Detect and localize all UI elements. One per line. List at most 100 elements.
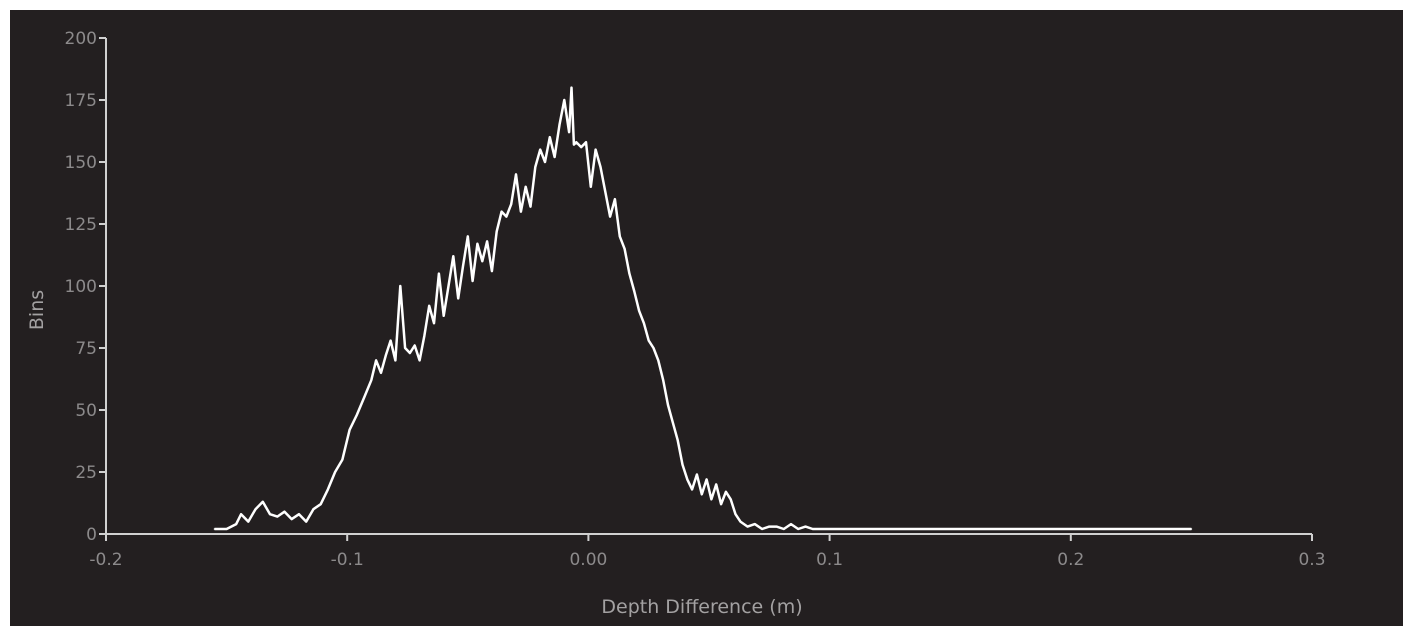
data-point: [399, 285, 402, 287]
y-tick-label: 100: [65, 277, 97, 297]
data-point: [529, 205, 532, 208]
data-point: [775, 525, 778, 528]
data-point: [404, 347, 406, 349]
data-point: [558, 124, 561, 126]
data-point: [539, 148, 541, 151]
data-point: [213, 528, 216, 530]
data-point: [739, 520, 742, 523]
plot-area: [213, 86, 1193, 531]
data-point: [877, 528, 879, 530]
data-point: [341, 458, 344, 461]
data-point: [298, 513, 300, 515]
data-point: [428, 305, 431, 307]
data-point: [385, 354, 387, 357]
x-axis: -0.2 -0.1 0.00 0.1 0.2 0.3: [89, 533, 1326, 570]
data-point: [691, 488, 693, 491]
data-point: [452, 255, 455, 257]
data-point: [276, 515, 279, 518]
data-point: [462, 265, 464, 268]
data-point: [240, 513, 242, 515]
data-point: [790, 523, 792, 525]
data-point: [604, 191, 607, 193]
data-point: [510, 203, 512, 205]
data-point: [457, 297, 460, 300]
data-point: [783, 528, 785, 530]
data-point: [225, 528, 228, 530]
data-point: [363, 396, 365, 399]
data-point: [652, 347, 655, 349]
data-point: [389, 339, 392, 342]
data-point: [327, 488, 329, 491]
data-point: [804, 525, 807, 528]
data-point: [544, 161, 546, 163]
data-point: [676, 439, 679, 441]
data-point: [515, 173, 517, 176]
data-point: [1021, 528, 1024, 530]
data-point: [725, 491, 727, 493]
data-point: [1070, 528, 1072, 530]
data-point: [262, 501, 264, 503]
data-point: [549, 136, 551, 138]
data-point: [609, 215, 611, 218]
data-point: [505, 215, 508, 218]
y-tick-label: 25: [75, 463, 97, 483]
y-axis-title: Bins: [26, 290, 48, 330]
x-tick-label: 0.00: [569, 550, 607, 570]
data-point: [334, 471, 336, 473]
data-point: [710, 498, 713, 501]
x-tick-label: -0.2: [89, 550, 122, 570]
data-point: [573, 143, 575, 146]
data-point: [290, 518, 293, 520]
data-point: [701, 493, 703, 496]
data-point: [768, 525, 771, 528]
data-point: [433, 322, 435, 325]
x-axis-title: Depth Difference (m): [601, 596, 802, 618]
data-point: [734, 513, 737, 515]
data-point: [811, 528, 814, 530]
data-point: [686, 478, 689, 481]
data-point: [438, 272, 440, 275]
data-point: [418, 359, 421, 362]
data-point: [1118, 528, 1120, 530]
data-point: [495, 230, 498, 233]
data-point: [819, 528, 821, 530]
data-point: [409, 352, 411, 354]
data-point: [619, 235, 621, 238]
data-point: [580, 146, 582, 148]
data-point: [761, 528, 763, 530]
data-point: [486, 240, 488, 243]
data-point: [254, 508, 257, 511]
data-point: [348, 429, 351, 431]
data-point: [476, 243, 479, 245]
data-point: [590, 186, 592, 188]
y-tick-label: 75: [75, 339, 97, 359]
data-point: [696, 473, 698, 476]
data-point: [563, 99, 566, 101]
data-point: [235, 523, 237, 525]
data-point: [705, 478, 708, 481]
data-point: [471, 280, 474, 282]
data-point: [585, 141, 587, 143]
y-tick-label: 125: [65, 215, 97, 235]
data-point: [423, 334, 426, 337]
data-point: [828, 528, 831, 530]
data-point: [746, 525, 749, 528]
chart-background: [10, 10, 1403, 626]
data-point: [973, 528, 976, 530]
data-point: [481, 260, 484, 263]
x-tick-label: 0.2: [1057, 550, 1084, 570]
y-tick-label: 0: [86, 525, 97, 545]
data-point: [247, 520, 250, 523]
data-point: [524, 186, 527, 188]
y-tick-label: 200: [65, 29, 97, 49]
data-point: [575, 141, 578, 143]
data-point: [657, 359, 660, 362]
histogram-line: [214, 86, 1192, 531]
data-point: [370, 379, 373, 382]
data-point: [447, 285, 450, 287]
data-point: [623, 248, 626, 250]
data-point: [720, 503, 722, 506]
x-tick-label: -0.1: [331, 550, 364, 570]
data-point: [442, 315, 445, 317]
